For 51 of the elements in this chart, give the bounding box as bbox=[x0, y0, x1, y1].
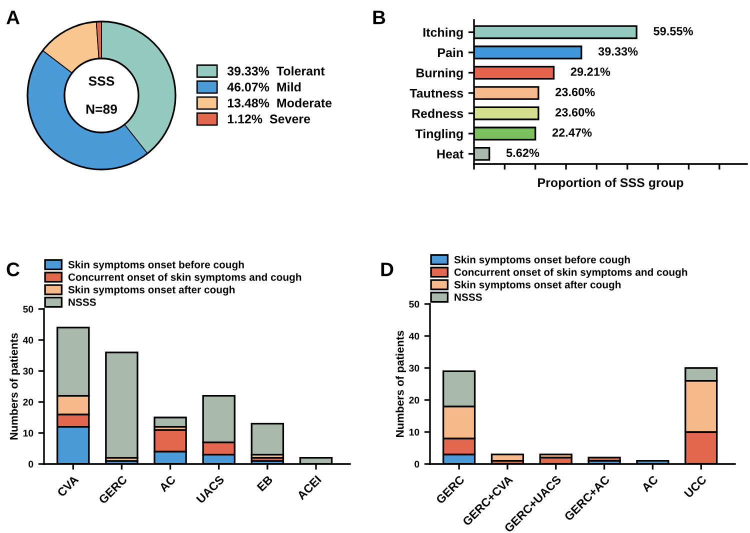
text: SSS bbox=[88, 76, 114, 86]
y-tick-label: 40 bbox=[408, 332, 420, 340]
legend-label: Concurrent onset of skin symptoms and cough bbox=[68, 273, 302, 283]
y-tick-label: 50 bbox=[409, 300, 420, 308]
x-tick-label: CVA bbox=[56, 474, 80, 498]
chart-title: D bbox=[381, 262, 394, 276]
data-label: 59.55% bbox=[654, 26, 693, 36]
chart-title: C bbox=[6, 262, 20, 276]
y-tick-label: 40 bbox=[22, 336, 34, 344]
y-tick-label: Pain bbox=[438, 48, 463, 58]
legend-label: 46.07% Mild bbox=[227, 82, 301, 92]
x-axis-title: Proportion of SSS group bbox=[538, 178, 684, 190]
legend-label: Skin symptoms onset after cough bbox=[454, 280, 621, 290]
legend-label: 39.33% Tolerant bbox=[227, 66, 325, 76]
y-tick-label: Tautness bbox=[410, 88, 464, 98]
y-tick-label: 30 bbox=[408, 364, 420, 372]
x-tick-label: EB bbox=[256, 475, 274, 492]
y-tick-label: 50 bbox=[23, 306, 34, 313]
y-tick-label: Itching bbox=[423, 28, 463, 40]
chart-title: B bbox=[373, 10, 386, 24]
data-label: 23.60% bbox=[556, 88, 595, 96]
data-label: 39.33% bbox=[598, 47, 638, 56]
legend-label: Skin symptoms onset before cough bbox=[454, 256, 630, 266]
y-tick-label: Burning bbox=[416, 68, 463, 80]
data-label: 23.60% bbox=[556, 108, 595, 116]
legend-label: Skin symptoms onset before cough bbox=[68, 260, 244, 270]
x-tick-label: AC bbox=[641, 474, 659, 492]
y-tick-label: Tingling bbox=[415, 129, 463, 141]
y-tick-label: Redness bbox=[412, 108, 464, 118]
y-tick-label: 10 bbox=[409, 428, 420, 436]
y-tick-label: 10 bbox=[23, 430, 34, 437]
legend-label: NSSS bbox=[454, 294, 482, 301]
chart-title: A bbox=[6, 10, 20, 24]
legend-label: NSSS bbox=[68, 298, 96, 306]
y-tick-label: 0 bbox=[414, 460, 420, 468]
y-tick-label: 20 bbox=[409, 396, 420, 404]
text: N=89 bbox=[86, 104, 117, 114]
y-axis-title: Numbers of patients bbox=[10, 333, 20, 440]
y-tick-label: 30 bbox=[22, 368, 34, 375]
y-axis-title: Numbers of patients bbox=[396, 330, 406, 437]
legend-label: Concurrent onset of skin symptoms and cough bbox=[454, 268, 688, 278]
legend-label: 1.12% Severe bbox=[228, 114, 310, 124]
data-label: 5.62% bbox=[506, 148, 540, 158]
data-label: 22.47% bbox=[552, 128, 592, 137]
legend-label: 13.48% Moderate bbox=[228, 98, 332, 108]
y-tick-label: 20 bbox=[23, 398, 34, 406]
data-label: 29.21% bbox=[570, 68, 610, 76]
y-tick-label: 0 bbox=[28, 460, 34, 468]
x-tick-label: AC bbox=[158, 474, 176, 492]
y-tick-label: Heat bbox=[437, 150, 464, 159]
legend-label: Skin symptoms onset after cough bbox=[68, 286, 235, 296]
